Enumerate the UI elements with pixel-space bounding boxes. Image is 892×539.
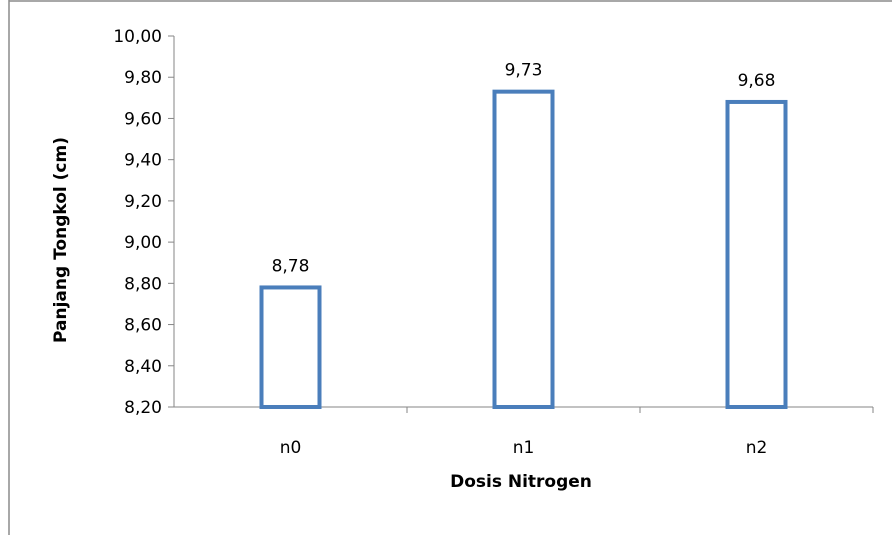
bar-n2 xyxy=(725,99,788,409)
data-label-n0: 8,78 xyxy=(272,256,310,276)
y-tick-label: 9,60 xyxy=(124,109,162,129)
y-tick-label: 8,20 xyxy=(124,398,162,418)
x-axis-title: Dosis Nitrogen xyxy=(450,472,592,492)
y-tick-label: 10,00 xyxy=(113,27,162,47)
y-tick-label: 8,40 xyxy=(124,357,162,377)
y-tick-label: 9,20 xyxy=(124,192,162,212)
bar-n1 xyxy=(492,89,555,410)
y-tick-label: 9,40 xyxy=(124,151,162,171)
x-tick-label: n2 xyxy=(746,438,768,458)
y-tick-label: 8,80 xyxy=(124,274,162,294)
y-tick-label: 8,60 xyxy=(124,316,162,336)
y-tick-group: 8,20 8,40 8,60 8,80 9,00 9,20 9,40 9,60 9,80 10,0… xyxy=(113,27,174,418)
bar-n0 xyxy=(259,285,322,410)
y-tick-label: 9,80 xyxy=(124,68,162,88)
data-label-n1: 9,73 xyxy=(505,61,543,81)
y-tick-label: 9,00 xyxy=(124,233,162,253)
y-axis-title: Panjang Tongkol (cm) xyxy=(51,137,71,343)
x-tick-group: n0 n1 n2 xyxy=(280,407,874,458)
x-tick-label: n0 xyxy=(280,438,302,458)
data-label-group: 8,78 9,73 9,68 xyxy=(272,61,776,277)
data-label-n2: 9,68 xyxy=(738,71,776,91)
bar-series xyxy=(259,89,788,410)
x-tick-label: n1 xyxy=(513,438,535,458)
